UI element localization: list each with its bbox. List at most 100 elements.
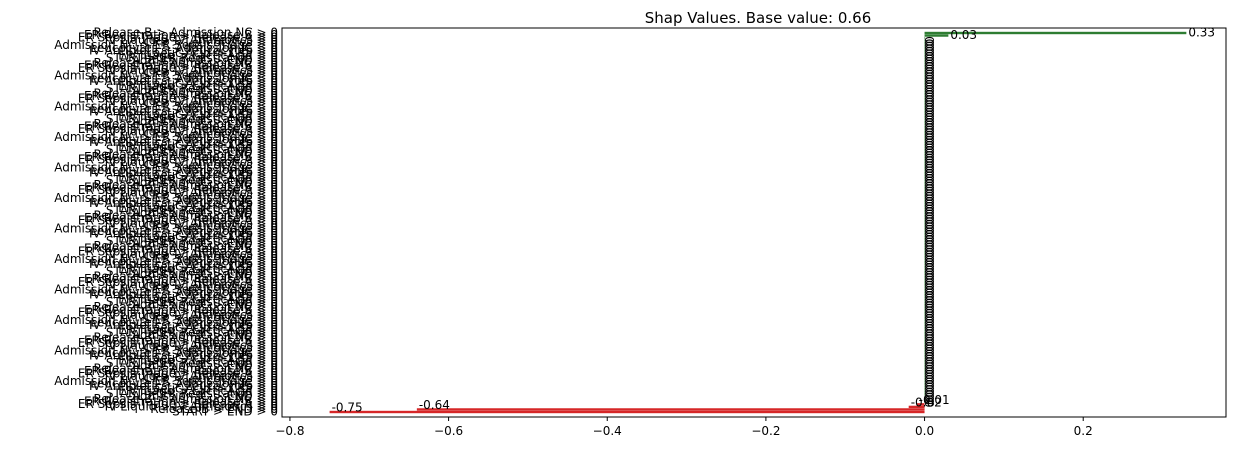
value-label: 0	[922, 125, 936, 133]
bar	[924, 95, 926, 98]
feature-label: Leucocytes > Admission IC > 0	[90, 254, 278, 268]
bar	[924, 120, 926, 124]
value-label: 0	[922, 270, 936, 278]
value-labels: 0.330.0300000000000000000000000000000000…	[332, 26, 1215, 415]
bar	[924, 385, 926, 388]
feature-label: Admission IC > END > 0	[132, 84, 278, 98]
bar	[924, 100, 926, 103]
feature-label: START > ER Registration > 0	[106, 173, 278, 187]
feature-label: Release B > Admission NC > 0	[93, 392, 278, 406]
feature-label: IV Antibiotics > Leucocytes > 0	[89, 135, 278, 149]
bar	[924, 54, 926, 58]
feature-label: ER Sepsis Triage > Release A > 0	[78, 305, 278, 319]
value-label: 0	[922, 207, 936, 215]
feature-label: Admission NC > ER Sepsis Triage > 0	[54, 343, 278, 357]
bar	[924, 331, 926, 335]
value-label: 0	[922, 344, 936, 352]
bar	[924, 158, 926, 162]
feature-label: Leucocytes > Admission IC > 0	[90, 377, 278, 391]
bar	[924, 151, 926, 154]
value-label: 0	[922, 257, 936, 265]
bar	[924, 395, 926, 398]
bar	[924, 207, 926, 210]
feature-label: Release B > Admission NC > 0	[93, 270, 278, 284]
bar	[924, 337, 926, 340]
value-label: 0	[922, 234, 936, 242]
value-label: 0	[922, 107, 936, 115]
feature-label: Admission IC > END > 0	[132, 267, 278, 281]
value-label: 0	[922, 39, 936, 47]
value-label: 0	[922, 196, 936, 204]
feature-label: ER Sepsis Triage > Release A > 0	[78, 275, 278, 289]
value-label: 0	[922, 204, 936, 212]
value-label: 0	[922, 285, 936, 293]
bar	[916, 403, 925, 406]
value-label: 0	[922, 36, 936, 44]
bar	[924, 319, 926, 322]
bar	[924, 166, 926, 170]
bar	[924, 339, 926, 342]
feature-label: Admission NC > ER Sepsis Triage > 0	[54, 99, 278, 113]
feature-label: IV Liquid > IV Antibiotics > 0	[105, 33, 278, 47]
bar	[924, 204, 926, 208]
bar	[924, 309, 926, 312]
bar	[924, 281, 926, 284]
x-tick-label: −0.6	[434, 424, 463, 438]
feature-label: IV Liquid > IV Antibiotics > 0	[105, 277, 278, 291]
bar	[924, 367, 926, 370]
feature-label: IV Liquid > IV Antibiotics > 0	[105, 125, 278, 139]
feature-label: ER Sepsis Triage > Release A > 0	[78, 61, 278, 75]
bar	[924, 80, 926, 83]
value-label: 0	[922, 117, 936, 125]
feature-label: IV Antibiotics > Leucocytes > 0	[89, 379, 278, 393]
value-label: 0	[922, 201, 936, 209]
feature-label: Lactic Acid > CRP > 0	[146, 137, 278, 151]
feature-label: Admission IC > END > 0	[132, 359, 278, 373]
bar	[924, 52, 926, 55]
bar	[924, 146, 926, 149]
value-label: 0	[922, 92, 936, 100]
bar	[924, 136, 926, 139]
feature-label: Admission NC > ER Sepsis Triage > 0	[54, 191, 278, 205]
feature-label: ER Sepsis Triage > Release A > 0	[78, 397, 278, 411]
value-label: 0	[922, 214, 936, 222]
value-label: 0	[922, 385, 936, 393]
bar	[924, 286, 926, 289]
feature-label: START > ER Registration > 0	[106, 51, 278, 65]
bar	[924, 283, 926, 287]
feature-label: Admission NC > ER Sepsis Triage > 0	[54, 38, 278, 52]
feature-label: Release B > Admission NC > 0	[93, 117, 278, 131]
value-label: 0	[922, 135, 936, 143]
bar	[924, 214, 926, 218]
value-label: 0	[922, 400, 936, 408]
bar	[924, 72, 926, 75]
value-label: 0	[922, 273, 936, 281]
bar	[924, 103, 926, 106]
feature-label: Admission NC > ER Sepsis Triage > 0	[54, 69, 278, 83]
bar	[924, 115, 926, 119]
value-label: 0	[922, 112, 936, 120]
feature-label: ER Registration > Release B > 0	[84, 303, 278, 317]
bar	[924, 174, 926, 177]
value-label: 0	[922, 123, 936, 131]
bar	[924, 36, 926, 40]
value-label: 0	[922, 247, 936, 255]
feature-label: START > ER Registration > 0	[106, 143, 278, 157]
value-label: 0	[922, 359, 936, 367]
value-label: 0	[922, 318, 936, 326]
bar	[924, 69, 926, 73]
value-label: 0	[922, 191, 936, 199]
feature-label: Release B > END > 0	[150, 402, 278, 416]
value-label: 0	[922, 74, 936, 82]
value-label: 0	[922, 133, 936, 141]
bar	[924, 75, 926, 78]
bar	[924, 298, 926, 302]
bar	[924, 387, 926, 391]
feature-label: IV Antibiotics > Leucocytes > 0	[89, 43, 278, 57]
x-tick-label: −0.2	[751, 424, 780, 438]
value-label: 0	[922, 163, 936, 171]
value-label: -0.02	[911, 395, 942, 409]
feature-label: CRP > Leucocytes > 0	[144, 219, 278, 233]
feature-label: ER Registration > Release B > 0	[84, 211, 278, 225]
bar	[924, 248, 926, 251]
